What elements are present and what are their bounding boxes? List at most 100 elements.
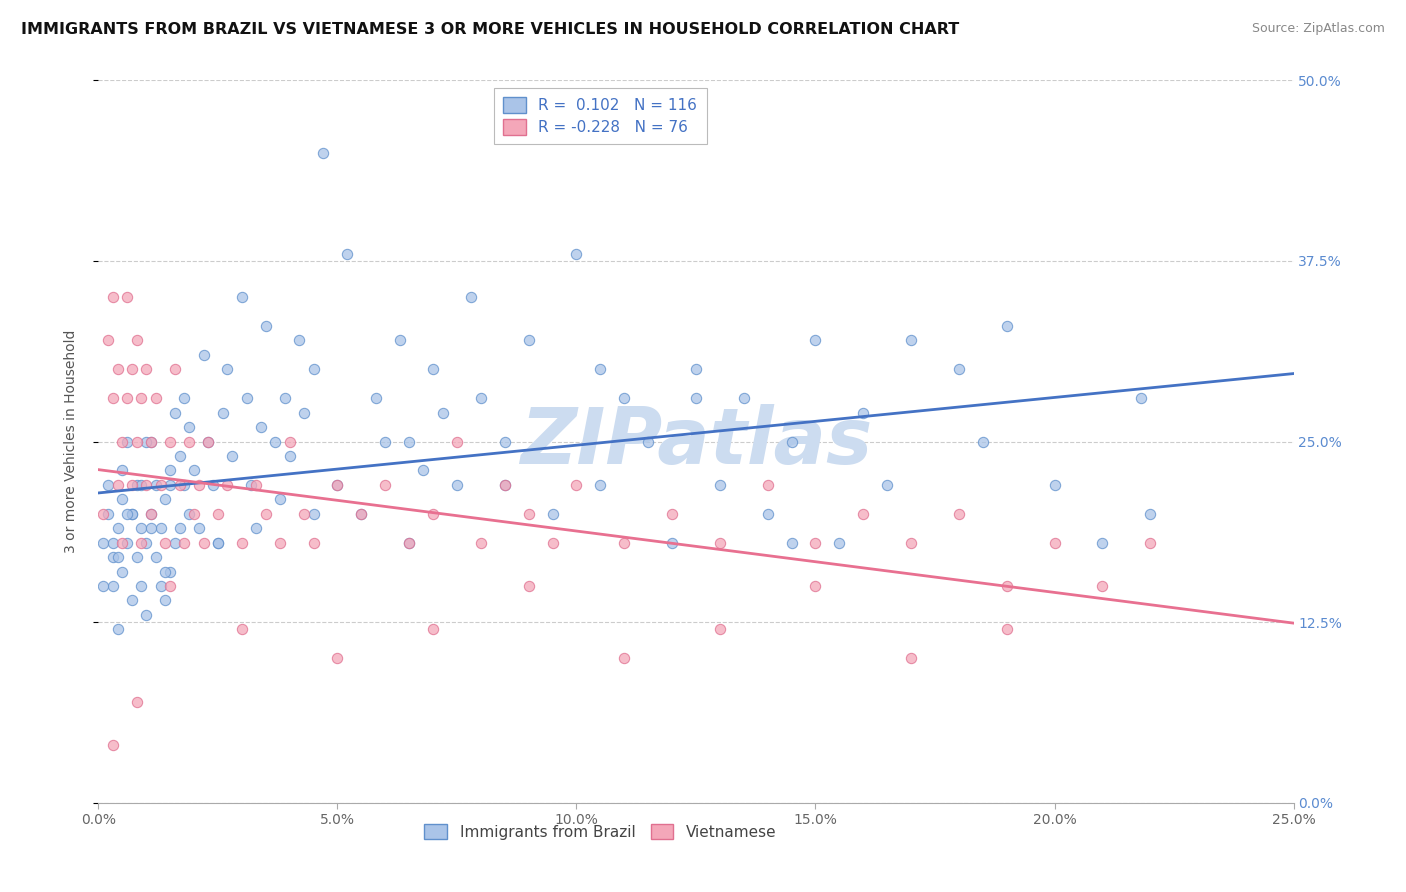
Point (1043, 478, 1066, 492)
Point (107, 478, 129, 492)
Point (197, 434, 219, 449)
Point (288, 334, 311, 348)
Point (494, 478, 516, 492)
Y-axis label: 3 or more Vehicles in Household: 3 or more Vehicles in Household (63, 330, 77, 553)
Point (217, 362, 239, 376)
Point (111, 434, 134, 449)
Point (125, 478, 148, 492)
Point (398, 535, 420, 549)
Point (221, 449, 243, 463)
Point (155, 593, 177, 607)
Point (193, 535, 215, 549)
Point (163, 535, 186, 549)
Point (97, 478, 120, 492)
Point (470, 535, 492, 549)
Point (613, 391, 636, 405)
Point (876, 478, 898, 492)
Point (637, 434, 659, 449)
Point (250, 420, 273, 434)
Point (374, 478, 396, 492)
Point (115, 535, 138, 549)
Point (685, 391, 707, 405)
Point (115, 391, 138, 405)
Point (145, 478, 167, 492)
Point (422, 362, 444, 376)
Point (183, 507, 205, 521)
Point (589, 478, 612, 492)
Point (661, 507, 683, 521)
Point (589, 362, 612, 376)
Point (972, 434, 994, 449)
Point (374, 434, 396, 449)
Point (135, 478, 157, 492)
Point (111, 565, 134, 579)
Point (398, 535, 420, 549)
Point (207, 535, 229, 549)
Point (155, 492, 177, 507)
Point (169, 449, 191, 463)
Point (685, 362, 707, 376)
Point (709, 478, 731, 492)
Point (231, 290, 253, 304)
Point (995, 579, 1018, 593)
Point (97, 507, 120, 521)
Point (115, 434, 138, 449)
Point (179, 420, 201, 434)
Point (278, 434, 301, 449)
Point (91, 507, 114, 521)
Point (101, 738, 124, 752)
Point (412, 463, 434, 477)
Point (139, 434, 162, 449)
Point (193, 348, 215, 362)
Point (125, 434, 148, 449)
Point (202, 478, 225, 492)
Point (756, 507, 779, 521)
Point (254, 318, 277, 333)
Point (613, 535, 636, 549)
Point (254, 507, 277, 521)
Point (460, 290, 482, 304)
Point (756, 478, 779, 492)
Point (312, 145, 335, 160)
Point (207, 507, 229, 521)
Point (336, 246, 359, 260)
Point (302, 362, 325, 376)
Point (145, 550, 167, 565)
Point (804, 535, 827, 549)
Text: IMMIGRANTS FROM BRAZIL VS VIETNAMESE 3 OR MORE VEHICLES IN HOUSEHOLD CORRELATION: IMMIGRANTS FROM BRAZIL VS VIETNAMESE 3 O… (21, 22, 959, 37)
Point (187, 521, 209, 535)
Point (948, 507, 970, 521)
Point (135, 434, 157, 449)
Point (145, 391, 167, 405)
Point (207, 535, 229, 549)
Point (131, 521, 153, 535)
Point (565, 478, 588, 492)
Point (111, 535, 134, 549)
Point (187, 478, 209, 492)
Point (159, 478, 181, 492)
Point (780, 535, 803, 549)
Point (235, 391, 257, 405)
Point (121, 593, 143, 607)
Point (197, 434, 219, 449)
Point (121, 507, 143, 521)
Point (995, 623, 1018, 637)
Point (139, 507, 162, 521)
Point (948, 362, 970, 376)
Point (900, 535, 922, 549)
Point (326, 478, 349, 492)
Point (302, 507, 325, 521)
Point (101, 290, 124, 304)
Point (163, 406, 186, 420)
Point (264, 434, 287, 449)
Point (1139, 507, 1161, 521)
Legend: Immigrants from Brazil, Vietnamese: Immigrants from Brazil, Vietnamese (419, 818, 782, 846)
Point (231, 623, 253, 637)
Point (1139, 535, 1161, 549)
Point (804, 579, 827, 593)
Point (131, 535, 153, 549)
Point (125, 550, 148, 565)
Point (131, 579, 153, 593)
Point (169, 521, 191, 535)
Point (494, 478, 516, 492)
